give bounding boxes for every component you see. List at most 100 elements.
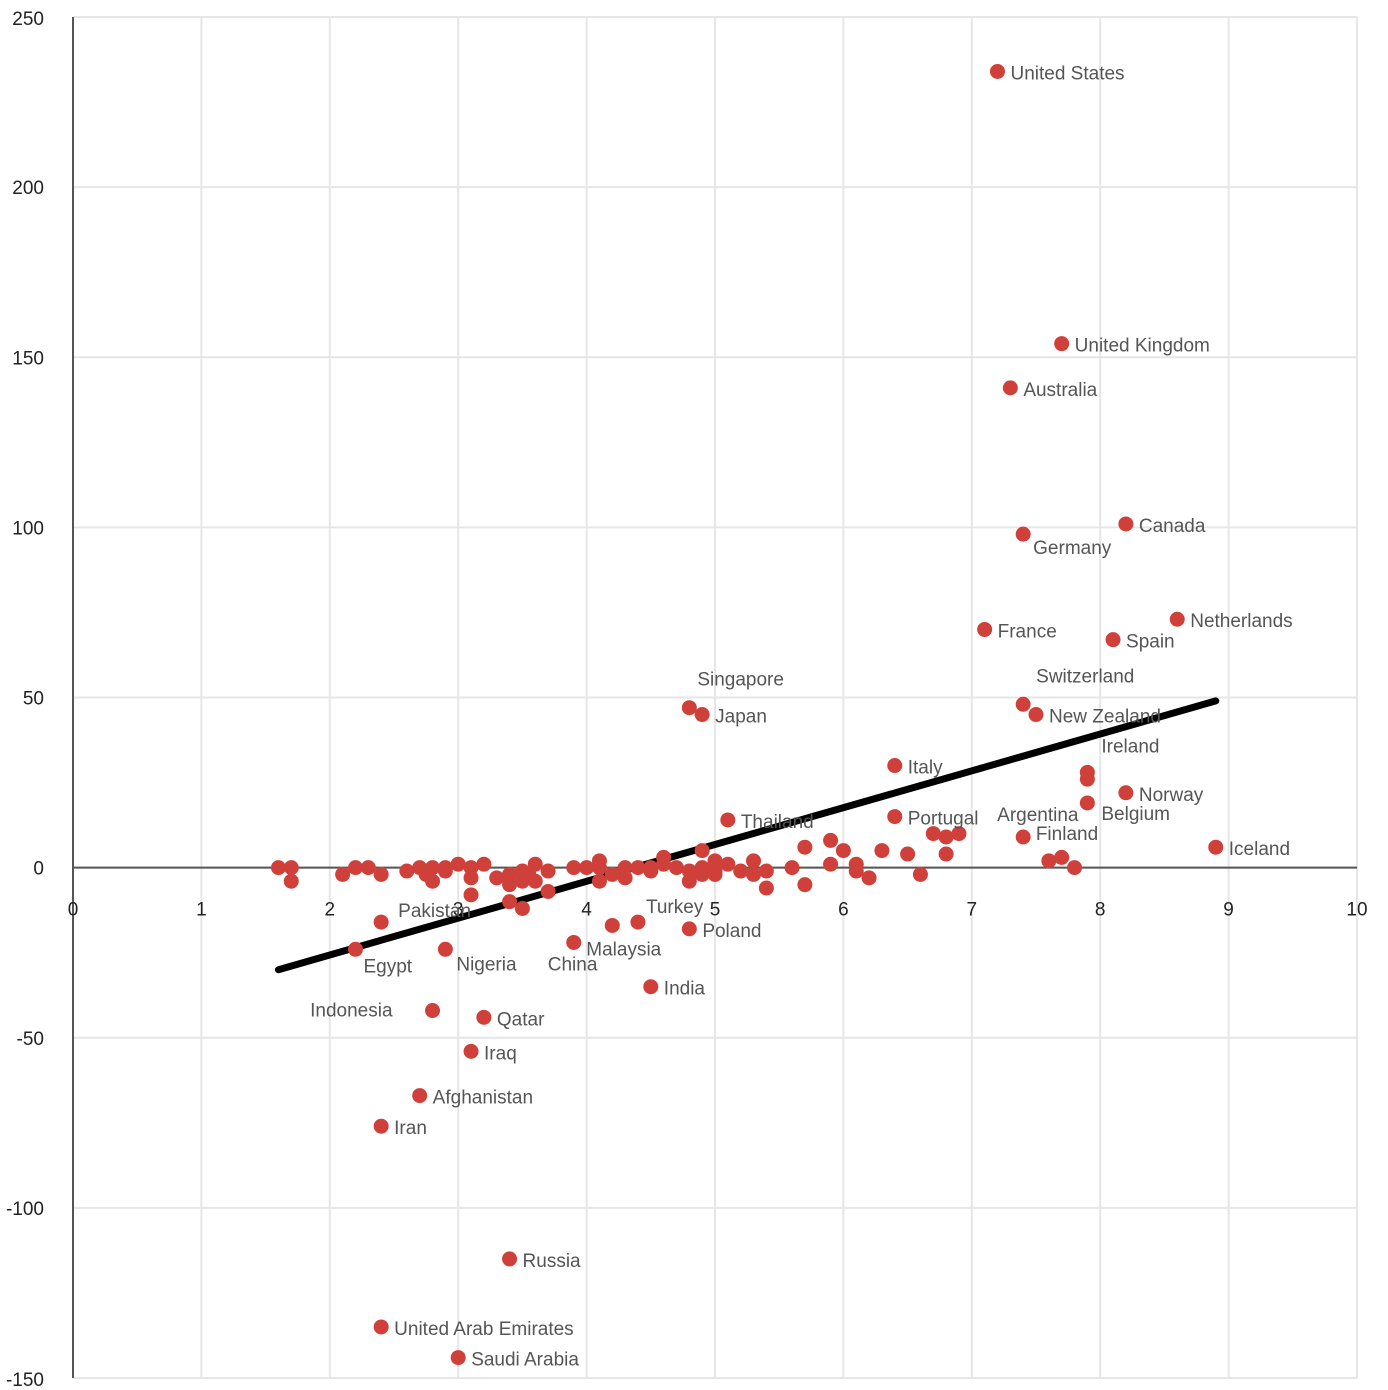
x-tick-labels: 0 1 2 3 4 5 6 7 8 9 10 xyxy=(68,900,1368,921)
data-point xyxy=(656,849,672,865)
data-point xyxy=(668,860,684,876)
label-iran: Iran xyxy=(394,1118,427,1139)
data-point xyxy=(527,873,543,889)
data-point xyxy=(579,860,595,876)
data-point xyxy=(848,863,864,879)
data-point xyxy=(951,826,967,842)
x-tick-1: 1 xyxy=(196,900,207,921)
label-switzerland: Switzerland xyxy=(1036,666,1134,687)
y-tick-0: 0 xyxy=(33,859,44,880)
label-india: India xyxy=(664,979,706,1000)
data-point-saudi-arabia xyxy=(450,1350,466,1366)
label-belgium: Belgium xyxy=(1101,804,1170,825)
data-point-france xyxy=(977,621,993,637)
data-point xyxy=(643,860,659,876)
y-tick--50: -50 xyxy=(17,1029,44,1050)
data-point xyxy=(925,826,941,842)
label-saudi-arabia: Saudi Arabia xyxy=(471,1350,579,1371)
data-point-poland xyxy=(681,921,697,937)
data-point-iran xyxy=(373,1118,389,1134)
label-qatar: Qatar xyxy=(497,1009,545,1030)
label-russia: Russia xyxy=(523,1251,582,1272)
data-point-canada xyxy=(1118,516,1134,532)
data-point xyxy=(823,832,839,848)
data-point-thailand xyxy=(720,812,736,828)
label-argentina: Argentina xyxy=(997,805,1079,826)
data-point xyxy=(758,863,774,879)
data-point xyxy=(797,839,813,855)
y-tick--100: -100 xyxy=(6,1199,44,1220)
data-point-afghanistan xyxy=(412,1088,428,1104)
data-point xyxy=(399,863,415,879)
data-point xyxy=(566,860,582,876)
data-point xyxy=(335,866,351,882)
y-tick-150: 150 xyxy=(12,348,44,369)
y-tick-250: 250 xyxy=(12,9,44,30)
data-point xyxy=(437,860,453,876)
label-iceland: Iceland xyxy=(1229,839,1290,860)
data-point xyxy=(270,860,286,876)
x-tick-0: 0 xyxy=(68,900,79,921)
data-point xyxy=(617,870,633,886)
data-point xyxy=(425,860,441,876)
data-point xyxy=(938,829,954,845)
data-point xyxy=(746,853,762,869)
data-point xyxy=(1054,849,1070,865)
data-point xyxy=(540,863,556,879)
data-point xyxy=(283,873,299,889)
x-tick-3: 3 xyxy=(453,900,464,921)
data-point-norway xyxy=(1118,785,1134,801)
data-point-argentina xyxy=(1015,829,1031,845)
label-united-states: United States xyxy=(1010,63,1124,84)
data-point-indonesia xyxy=(425,1003,441,1019)
data-point-australia xyxy=(1002,380,1018,396)
data-point-turkey xyxy=(630,914,646,930)
data-point-japan xyxy=(694,707,710,723)
data-point-pakistan xyxy=(373,914,389,930)
label-portugal: Portugal xyxy=(908,809,979,830)
label-italy: Italy xyxy=(908,758,943,779)
x-tick-9: 9 xyxy=(1223,900,1234,921)
data-point-new-zealand xyxy=(1028,707,1044,723)
data-point-iceland xyxy=(1208,839,1224,855)
label-malaysia: Malaysia xyxy=(586,939,661,960)
data-point xyxy=(425,873,441,889)
y-tick--150: -150 xyxy=(6,1370,44,1390)
data-point xyxy=(1067,860,1083,876)
label-china: China xyxy=(548,954,598,975)
data-point xyxy=(746,866,762,882)
data-point xyxy=(283,860,299,876)
data-point-switzerland xyxy=(1015,696,1031,712)
data-point-qatar xyxy=(476,1009,492,1025)
label-ireland: Ireland xyxy=(1101,736,1159,757)
label-spain: Spain xyxy=(1126,632,1175,653)
data-point xyxy=(938,846,954,862)
label-thailand: Thailand xyxy=(741,812,814,833)
label-turkey: Turkey xyxy=(646,897,704,918)
y-tick-200: 200 xyxy=(12,178,44,199)
data-point xyxy=(347,860,363,876)
data-point-russia xyxy=(502,1251,518,1267)
data-point xyxy=(630,860,646,876)
label-united-arab-emirates: United Arab Emirates xyxy=(394,1319,574,1340)
data-point xyxy=(476,856,492,872)
label-finland: Finland xyxy=(1036,824,1098,845)
x-tick-8: 8 xyxy=(1095,900,1106,921)
data-point-belgium xyxy=(1079,795,1095,811)
data-point xyxy=(797,877,813,893)
data-point-united-arab-emirates xyxy=(373,1319,389,1335)
label-poland: Poland xyxy=(702,921,761,942)
label-singapore: Singapore xyxy=(697,670,784,691)
label-united-kingdom: United Kingdom xyxy=(1075,336,1210,357)
data-point xyxy=(463,887,479,903)
data-point xyxy=(450,856,466,872)
data-point-italy xyxy=(887,758,903,774)
data-point xyxy=(874,843,890,859)
trend-line xyxy=(274,697,1220,974)
data-point-united-kingdom xyxy=(1054,336,1070,352)
data-point-finland xyxy=(1041,853,1057,869)
label-france: France xyxy=(998,621,1057,642)
label-iraq: Iraq xyxy=(484,1043,517,1064)
x-tick-4: 4 xyxy=(581,900,592,921)
data-point xyxy=(527,856,543,872)
